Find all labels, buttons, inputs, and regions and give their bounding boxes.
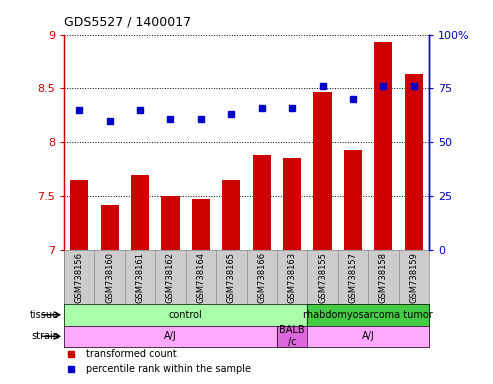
Text: GSM738163: GSM738163 — [287, 252, 297, 303]
Bar — [192, 199, 210, 250]
Bar — [70, 180, 88, 250]
Bar — [405, 74, 423, 250]
Text: GSM738160: GSM738160 — [105, 252, 114, 303]
Text: tissue: tissue — [30, 310, 59, 320]
Text: GSM738166: GSM738166 — [257, 252, 266, 303]
Text: GSM738161: GSM738161 — [136, 252, 144, 303]
Bar — [131, 175, 149, 250]
Text: control: control — [169, 310, 203, 320]
Text: BALB
/c: BALB /c — [280, 326, 305, 347]
Text: transformed count: transformed count — [86, 349, 176, 359]
Bar — [101, 205, 119, 250]
Text: percentile rank within the sample: percentile rank within the sample — [86, 364, 251, 374]
Bar — [314, 92, 332, 250]
Text: A/J: A/J — [164, 331, 177, 341]
Bar — [374, 42, 392, 250]
Text: rhabdomyosarcoma tumor: rhabdomyosarcoma tumor — [303, 310, 433, 320]
Text: GSM738165: GSM738165 — [227, 252, 236, 303]
Text: GSM738155: GSM738155 — [318, 252, 327, 303]
Text: GSM738164: GSM738164 — [196, 252, 206, 303]
Text: A/J: A/J — [362, 331, 375, 341]
Bar — [252, 155, 271, 250]
Text: GSM738158: GSM738158 — [379, 252, 388, 303]
Text: GSM738156: GSM738156 — [75, 252, 84, 303]
Bar — [283, 159, 301, 250]
Text: GDS5527 / 1400017: GDS5527 / 1400017 — [64, 16, 191, 29]
Bar — [161, 196, 179, 250]
Text: strain: strain — [31, 331, 59, 341]
Text: GSM738159: GSM738159 — [409, 252, 418, 303]
Bar — [344, 150, 362, 250]
Bar — [222, 180, 241, 250]
Text: GSM738162: GSM738162 — [166, 252, 175, 303]
Text: GSM738157: GSM738157 — [349, 252, 357, 303]
